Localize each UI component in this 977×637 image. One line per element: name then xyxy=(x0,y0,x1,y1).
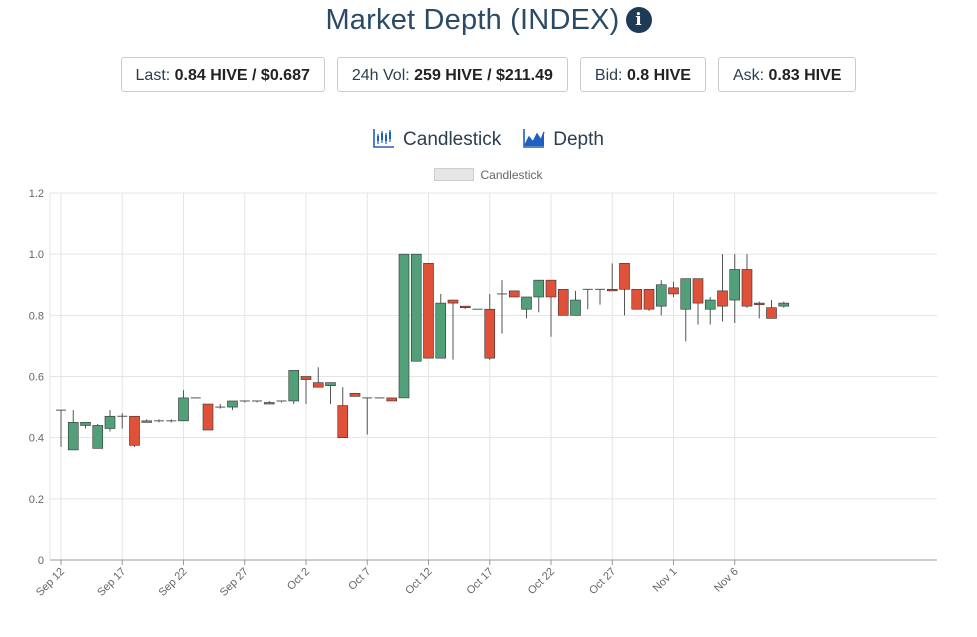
candle-body xyxy=(104,415,116,429)
candle-body xyxy=(717,290,728,307)
volume-label: 24h Vol: xyxy=(351,67,415,84)
x-tick-label: Oct 12 xyxy=(403,566,434,597)
bid-badge: Bid: 0.8 HIVE xyxy=(579,57,706,92)
candle-body xyxy=(729,269,741,301)
legend-swatch xyxy=(434,168,475,181)
candle-body xyxy=(423,263,434,359)
candle-body xyxy=(263,402,275,405)
x-tick-label: Oct 22 xyxy=(526,566,557,597)
candle-body xyxy=(92,425,104,449)
candle-body xyxy=(741,269,753,307)
x-tick-label: Sep 12 xyxy=(34,566,67,599)
candlestick-chart-icon xyxy=(373,129,395,148)
candle-body xyxy=(129,415,140,446)
x-tick-label: Nov 6 xyxy=(712,566,741,595)
candle-body xyxy=(435,302,447,359)
x-tick-label: Oct 2 xyxy=(285,566,312,593)
market-stats: Last: 0.84 HIVE / $0.687 24h Vol: 259 HI… xyxy=(0,57,977,92)
x-tick-label: Oct 27 xyxy=(587,566,618,597)
candle-body xyxy=(80,422,91,426)
depth-chart-icon xyxy=(523,129,545,148)
candle-body xyxy=(202,403,214,431)
candle-body xyxy=(766,307,777,319)
candle-body xyxy=(557,289,569,316)
x-tick-label: Oct 17 xyxy=(464,566,495,597)
candle-body xyxy=(619,263,630,290)
candle-body xyxy=(141,420,153,423)
candle-body xyxy=(545,279,557,298)
ask-label: Ask: xyxy=(732,67,769,84)
last-price-label: Last: xyxy=(135,67,175,84)
candle-body xyxy=(668,287,679,295)
candle-body xyxy=(753,302,765,305)
x-tick-label: Sep 27 xyxy=(218,566,251,599)
y-tick-label: 0.8 xyxy=(29,310,44,322)
candle-body xyxy=(312,382,324,388)
candle-body xyxy=(447,299,459,304)
tab-candlestick-label: Candlestick xyxy=(403,129,502,150)
bid-label: Bid: xyxy=(594,67,627,84)
candle-body xyxy=(410,253,422,362)
ask-value: 0.83 HIVE xyxy=(768,67,842,84)
y-tick-label: 0.2 xyxy=(29,494,44,506)
candle-body xyxy=(227,400,238,408)
last-price-badge: Last: 0.84 HIVE / $0.687 xyxy=(120,57,325,92)
x-tick-label: Sep 22 xyxy=(156,566,189,599)
candle-body xyxy=(606,289,618,292)
legend-label: Candlestick xyxy=(480,168,543,182)
candle-body xyxy=(288,370,300,402)
y-tick-label: 1.0 xyxy=(29,249,44,261)
candle-body xyxy=(643,289,655,310)
x-tick-label: Sep 17 xyxy=(95,566,128,599)
candle-body xyxy=(521,296,532,310)
volume-badge: 24h Vol: 259 HIVE / $211.49 xyxy=(336,57,568,92)
candle-body xyxy=(325,382,336,386)
candle-body xyxy=(533,279,545,298)
title-row: Market Depth (INDEX) i xyxy=(0,4,977,37)
y-tick-label: 0.4 xyxy=(29,433,44,445)
candle-body xyxy=(459,305,471,308)
candle-body xyxy=(300,376,312,380)
candle-body xyxy=(680,278,692,310)
tab-depth-label: Depth xyxy=(553,129,604,150)
chart-legend[interactable]: Candlestick xyxy=(0,168,977,182)
candle-body xyxy=(704,299,716,310)
x-tick-label: Nov 1 xyxy=(651,566,680,595)
candle-body xyxy=(692,278,704,304)
page-title: Market Depth (INDEX) xyxy=(325,4,620,36)
candle-body xyxy=(386,397,398,402)
y-tick-label: 0 xyxy=(38,555,44,567)
candlestick-chart[interactable]: 0 0.2 0.4 0.6 0.8 1.0 1.2 Sep 12 Sep 17 Sep 22 Sep… xyxy=(0,180,977,637)
tab-depth[interactable]: Depth xyxy=(523,128,604,151)
candle-body xyxy=(631,289,643,310)
y-tick-label: 1.2 xyxy=(29,188,44,200)
candle-body xyxy=(508,290,520,298)
tab-candlestick[interactable]: Candlestick xyxy=(373,128,501,151)
chart-type-tabs: Candlestick Depth xyxy=(0,128,977,151)
volume-value: 259 HIVE / $211.49 xyxy=(414,67,553,84)
x-tick-label: Oct 7 xyxy=(346,566,373,593)
last-price-value: 0.84 HIVE / $0.687 xyxy=(174,67,310,84)
candle-body xyxy=(778,302,790,307)
y-tick-label: 0.6 xyxy=(29,372,44,384)
candle-body xyxy=(67,422,79,451)
info-circle-icon[interactable]: i xyxy=(625,6,652,33)
candle-body xyxy=(349,393,361,397)
candle-body xyxy=(398,253,410,399)
candle-body xyxy=(570,299,581,316)
candle-body xyxy=(337,405,349,438)
candle-body xyxy=(655,284,667,307)
candle-body xyxy=(178,397,189,422)
candle-body xyxy=(484,308,496,359)
ask-badge: Ask: 0.83 HIVE xyxy=(717,57,857,92)
bid-value: 0.8 HIVE xyxy=(626,67,691,84)
